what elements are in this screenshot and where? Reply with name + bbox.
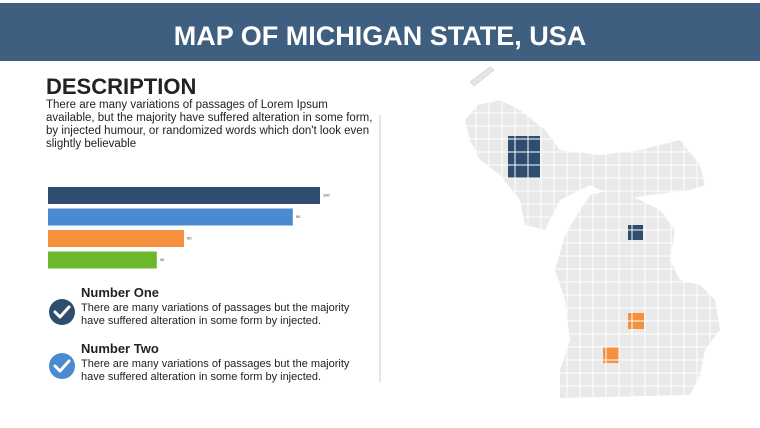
bar bbox=[48, 230, 184, 247]
bar bbox=[48, 251, 157, 269]
icon-circle bbox=[49, 299, 75, 325]
item-title: Number Two bbox=[81, 341, 159, 356]
value-label: 90 bbox=[296, 214, 301, 219]
icon-check bbox=[53, 359, 71, 373]
check-icon bbox=[49, 353, 75, 379]
check-icon bbox=[49, 299, 75, 325]
bar bbox=[48, 208, 293, 226]
description-heading: DESCRIPTION bbox=[46, 74, 197, 99]
item-text: There are many variations of passages bu… bbox=[81, 302, 350, 327]
county-highlight bbox=[508, 136, 540, 178]
icon-check bbox=[53, 305, 71, 319]
item-title: Number One bbox=[81, 285, 160, 300]
isle-royale bbox=[469, 66, 495, 87]
description-text: There are many variations of passages of… bbox=[46, 99, 376, 151]
paragraph: slightly believable bbox=[46, 138, 137, 150]
bar bbox=[48, 187, 320, 204]
value-label: 50 bbox=[187, 236, 192, 241]
header-title: MAP OF MICHIGAN STATE, USA bbox=[0, 0, 760, 61]
county-highlight bbox=[603, 347, 619, 363]
paragraph: There are many variations of passages of… bbox=[46, 99, 373, 137]
value-label: 40 bbox=[160, 257, 165, 262]
item-text: There are many variations of passages bu… bbox=[81, 358, 350, 383]
michigan-map bbox=[465, 100, 720, 398]
icon-circle bbox=[49, 353, 75, 379]
value-label: 100 bbox=[323, 193, 330, 198]
county-highlight bbox=[628, 225, 643, 240]
